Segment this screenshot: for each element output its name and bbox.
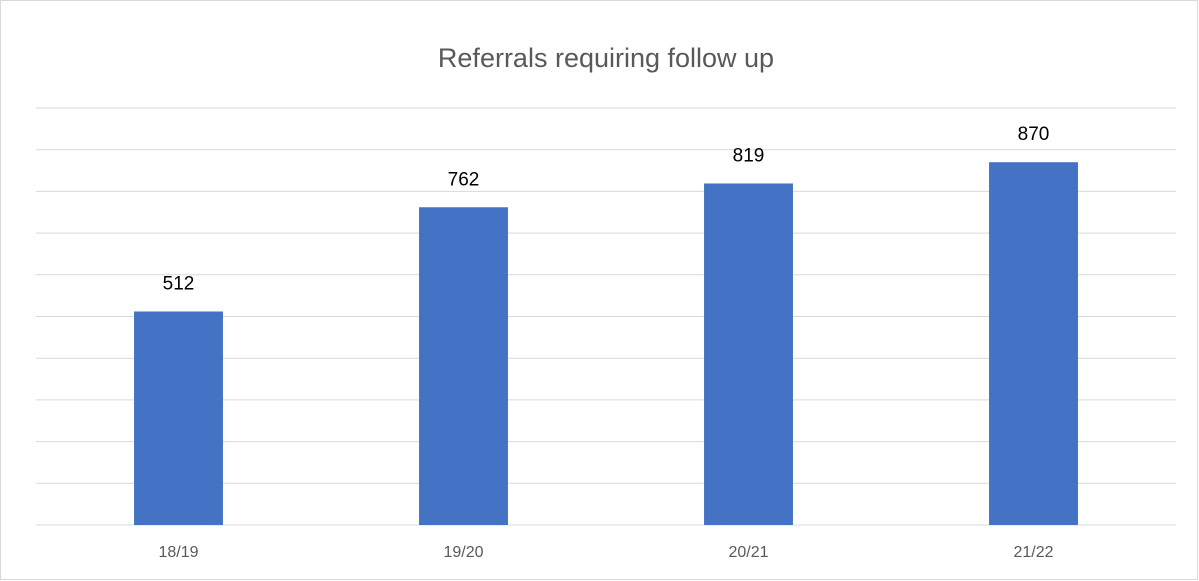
data-label: 819 xyxy=(733,145,765,166)
x-tick-label: 21/22 xyxy=(1013,544,1053,561)
bar xyxy=(704,183,793,526)
bar xyxy=(989,162,1078,525)
x-tick-label: 20/21 xyxy=(728,544,768,561)
x-tick-label: 19/20 xyxy=(443,544,483,561)
x-tick-label: 18/19 xyxy=(158,544,198,561)
bar xyxy=(134,311,223,525)
data-label: 870 xyxy=(1018,124,1050,145)
data-label: 512 xyxy=(163,274,195,295)
bar xyxy=(419,207,508,525)
chart-title: Referrals requiring follow up xyxy=(438,43,774,73)
data-label: 762 xyxy=(448,169,480,190)
